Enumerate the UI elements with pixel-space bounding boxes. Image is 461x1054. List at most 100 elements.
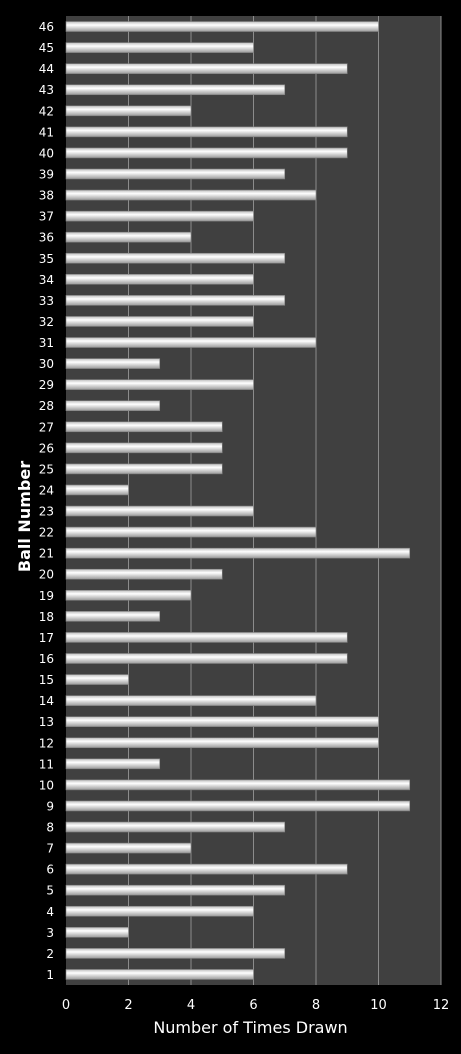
x-tick-labels: 0 2 4 6 8 10 12	[62, 998, 449, 1013]
y-tick-label: 18	[39, 610, 54, 624]
bar-ball-33	[65, 295, 286, 306]
bar-ball-28	[65, 400, 161, 412]
y-tick-label: 33	[39, 294, 54, 308]
y-tick-label: 10	[39, 778, 54, 792]
bar-ball-26	[65, 442, 223, 454]
y-axis-title: Ball Number	[15, 461, 34, 572]
bar-ball-18	[65, 611, 161, 622]
bar-ball-34	[65, 274, 254, 285]
bar-ball-11	[65, 758, 161, 770]
y-tick-label: 6	[46, 863, 54, 877]
bar-ball-3	[65, 927, 129, 938]
y-tick-label: 23	[39, 505, 54, 519]
y-tick-label: 27	[39, 420, 54, 434]
bar-ball-45	[65, 42, 254, 53]
bar-ball-7	[65, 842, 192, 854]
bar-ball-17	[65, 632, 348, 643]
y-tick-label: 7	[46, 842, 54, 856]
bar-ball-5	[65, 884, 286, 896]
x-tick-label: 12	[433, 998, 450, 1013]
y-tick-label: 46	[39, 20, 54, 34]
y-tick-label: 36	[39, 231, 54, 245]
bar-ball-22	[65, 526, 317, 538]
y-tick-label: 41	[39, 125, 54, 139]
y-tick-label: 21	[39, 547, 54, 561]
y-tick-label: 44	[39, 62, 54, 76]
y-tick-label: 5	[46, 884, 54, 898]
bar-ball-27	[65, 421, 223, 433]
bar-ball-13	[65, 716, 379, 727]
y-tick-label: 13	[39, 715, 54, 729]
bar-ball-10	[65, 779, 411, 791]
x-tick-label: 2	[124, 998, 132, 1013]
bar-ball-2	[65, 948, 286, 959]
y-tick-label: 32	[39, 315, 54, 329]
bar-ball-8	[65, 821, 286, 833]
bar-ball-31	[65, 337, 317, 348]
bar-ball-1	[65, 969, 254, 980]
bar-ball-40	[65, 147, 348, 159]
y-tick-label: 28	[39, 399, 54, 413]
bar-ball-6	[65, 863, 348, 875]
bar-ball-29	[65, 379, 254, 390]
bar-ball-16	[65, 653, 348, 664]
y-tick-label: 19	[39, 589, 54, 603]
bar-ball-39	[65, 168, 286, 180]
y-tick-label: 1	[46, 968, 54, 982]
y-tick-label: 35	[39, 252, 54, 266]
y-tick-label: 34	[39, 273, 54, 287]
bar-ball-14	[65, 695, 317, 706]
bar-ball-23	[65, 505, 254, 517]
bar-ball-35	[65, 252, 286, 264]
x-tick-label: 6	[249, 998, 257, 1013]
bars	[65, 21, 411, 980]
bar-ball-44	[65, 63, 348, 74]
x-tick-label: 8	[312, 998, 320, 1013]
y-tick-label: 31	[39, 336, 54, 350]
y-tick-label: 15	[39, 673, 54, 687]
y-tick-labels: 1234567891011121314151617181920212223242…	[39, 20, 54, 982]
y-tick-label: 30	[39, 357, 54, 371]
y-tick-label: 26	[39, 441, 54, 455]
bar-ball-20	[65, 568, 223, 580]
y-tick-label: 45	[39, 41, 54, 55]
y-tick-label: 16	[39, 652, 54, 666]
bar-ball-37	[65, 210, 254, 222]
y-tick-label: 39	[39, 167, 54, 181]
y-tick-label: 8	[46, 821, 54, 835]
y-tick-label: 42	[39, 104, 54, 118]
bar-ball-30	[65, 358, 161, 369]
x-tick-label: 0	[62, 998, 70, 1013]
y-tick-label: 40	[39, 146, 54, 160]
y-tick-label: 2	[46, 947, 54, 961]
bar-ball-38	[65, 189, 317, 201]
x-axis-title: Number of Times Drawn	[153, 1018, 347, 1037]
bar-ball-42	[65, 105, 192, 117]
bar-ball-46	[65, 21, 379, 32]
x-tick-label: 10	[370, 998, 387, 1013]
bar-ball-12	[65, 737, 379, 749]
bar-ball-25	[65, 463, 223, 475]
bar-ball-41	[65, 126, 348, 138]
y-tick-label: 14	[39, 694, 54, 708]
bar-ball-4	[65, 905, 254, 917]
y-tick-label: 20	[39, 568, 54, 582]
bar-ball-19	[65, 589, 192, 601]
x-tick-label: 4	[187, 998, 195, 1013]
y-tick-label: 4	[46, 905, 54, 919]
bar-ball-21	[65, 547, 411, 559]
bar-ball-32	[65, 316, 254, 327]
bar-ball-15	[65, 674, 129, 685]
y-tick-label: 22	[39, 526, 54, 540]
bar-ball-9	[65, 800, 411, 812]
y-tick-label: 43	[39, 83, 54, 97]
y-tick-label: 17	[39, 631, 54, 645]
y-tick-label: 12	[39, 736, 54, 750]
bar-ball-43	[65, 84, 286, 96]
y-tick-label: 38	[39, 189, 54, 203]
y-tick-label: 11	[39, 757, 54, 771]
y-tick-label: 37	[39, 210, 54, 224]
bar-ball-36	[65, 231, 192, 243]
